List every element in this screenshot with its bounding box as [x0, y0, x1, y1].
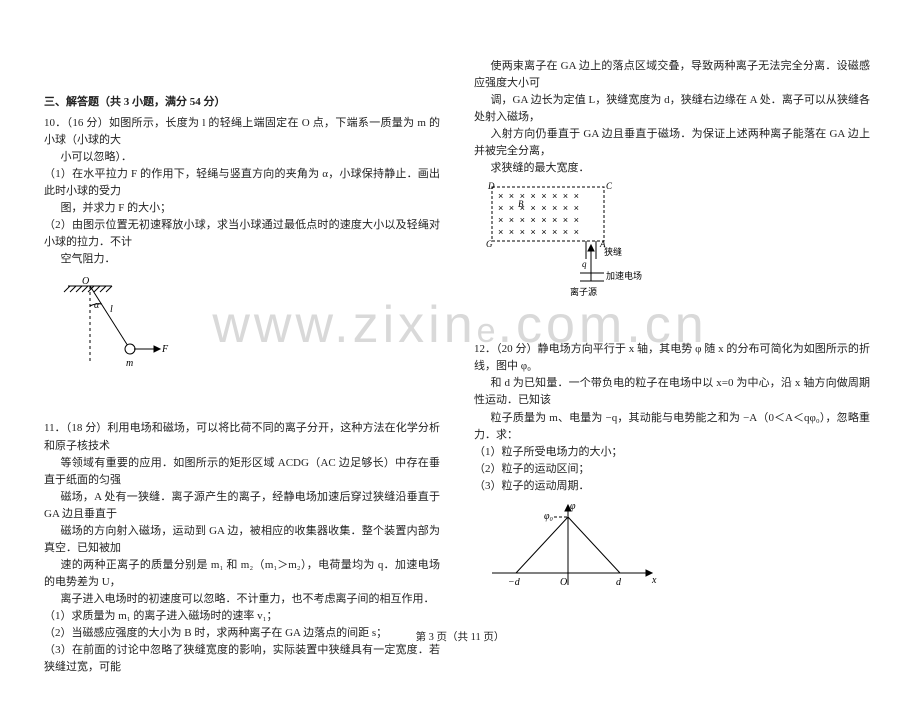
- q12-p2: 和 d 为已知量．一个带负电的粒子在电场中以 x=0 为中心，沿 x 轴方向做周…: [474, 375, 870, 409]
- svg-text:× × × × × × × ×: × × × × × × × ×: [498, 216, 579, 226]
- question-10: 10．（16 分）如图所示，长度为 l 的轻绳上端固定在 O 点，下端系一质量为…: [44, 115, 440, 386]
- q11-p3: 磁场，A 处有一狭缝．离子源产生的离子，经静电场加速后穿过狭缝沿垂直于 GA 边…: [44, 489, 440, 523]
- q10-label-l: l: [110, 304, 113, 315]
- q12-s3: （3）粒子的运动周期．: [474, 478, 870, 495]
- section-title: 三、解答题（共 3 小题，满分 54 分）: [44, 94, 440, 111]
- q11-label-slit: 狭缝: [604, 246, 622, 257]
- svg-text:× × × × × × × ×: × × × × × × × ×: [498, 192, 579, 202]
- q11-label-B: B: [518, 199, 524, 209]
- q10-label-F: F: [161, 344, 169, 355]
- q10-label-m: m: [126, 358, 133, 369]
- q12-label-d: d: [616, 577, 622, 588]
- q10-sub1: （1）在水平拉力 F 的作用下，轻绳与竖直方向的夹角为 α，小球保持静止．画出此…: [44, 166, 440, 200]
- q10-figure: O l α F m: [54, 272, 174, 382]
- q11-continued: 使两束离子在 GA 边上的落点区域交叠，导致两种离子无法完全分离．设磁感应强度大…: [474, 58, 870, 305]
- q11c-p2: 调，GA 边长为定值 L，狭缝宽度为 d，狭缝右边缘在 A 处．离子可以从狭缝各…: [474, 92, 870, 126]
- q12-s2: （2）粒子的运动区间；: [474, 461, 870, 478]
- q12-p3: 粒子质量为 m、电量为 −q，其动能与电势能之和为 −A（0＜A＜qφ₀），忽略…: [474, 410, 870, 444]
- q11-p2: 等领域有重要的应用．如图所示的矩形区域 ACDG（AC 边足够长）中存在垂直于纸…: [44, 455, 440, 489]
- q12-label-phi: φ: [570, 501, 576, 512]
- q12-label-phi0: φ₀: [544, 511, 554, 522]
- q11c-p4: 求狭缝的最大宽度．: [474, 160, 870, 177]
- q11-label-G: G: [486, 239, 493, 249]
- q11-label-q: q: [582, 259, 587, 269]
- q10-line1: 10．（16 分）如图所示，长度为 l 的轻绳上端固定在 O 点，下端系一质量为…: [44, 115, 440, 149]
- question-12: 12．（20 分）静电场方向平行于 x 轴，其电势 φ 随 x 的分布可简化为如…: [474, 341, 870, 602]
- q11-p1: 11．（18 分）利用电场和磁场，可以将比荷不同的离子分开，这种方法在化学分析和…: [44, 420, 440, 454]
- page: 三、解答题（共 3 小题，满分 54 分） 10．（16 分）如图所示，长度为 …: [0, 0, 920, 708]
- q11-p4: 磁场的方向射入磁场，运动到 GA 边，被相应的收集器收集．整个装置内部为真空．已…: [44, 523, 440, 557]
- q10-line2: 小可以忽略）．: [44, 149, 440, 166]
- q10-label-O: O: [82, 276, 89, 287]
- q11-s3: （3）在前面的讨论中忽略了狭缝宽度的影响，实际装置中狭缝具有一定宽度．若狭缝过宽…: [44, 642, 440, 676]
- footer-text: 第 3 页（共 11 页）: [416, 632, 505, 643]
- q10-sub2b: 空气阻力．: [44, 251, 440, 268]
- q12-label-negd: −d: [508, 577, 521, 588]
- q12-figure: φ φ₀ x −d O d: [484, 499, 664, 599]
- right-column: 使两束离子在 GA 边上的落点区域交叠，导致两种离子无法完全分离．设磁感应强度大…: [474, 28, 870, 690]
- q10-label-alpha: α: [94, 300, 100, 311]
- q12-label-O: O: [560, 577, 567, 588]
- q11-s1: （1）求质量为 m₁ 的离子进入磁场时的速率 v₁；: [44, 608, 440, 625]
- q12-label-x: x: [651, 575, 657, 586]
- q11-label-C: C: [606, 181, 613, 191]
- q12-s1: （1）粒子所受电场力的大小；: [474, 444, 870, 461]
- q11c-p1: 使两束离子在 GA 边上的落点区域交叠，导致两种离子无法完全分离．设磁感应强度大…: [474, 58, 870, 92]
- q11-figure: × × × × × × × × × × × × × × × × × × × × …: [484, 181, 654, 301]
- q11-label-D: D: [487, 181, 495, 191]
- q11-label-src: 离子源: [570, 286, 597, 297]
- q11-p6: 离子进入电场时的初速度可以忽略．不计重力，也不考虑离子间的相互作用．: [44, 591, 440, 608]
- svg-text:× × × × × × × ×: × × × × × × × ×: [498, 204, 579, 214]
- q11c-p3: 入射方向仍垂直于 GA 边且垂直于磁场．为保证上述两种离子能落在 GA 边上并被…: [474, 126, 870, 160]
- footer: 第 3 页（共 11 页）: [0, 629, 920, 644]
- q12-p1: 12．（20 分）静电场方向平行于 x 轴，其电势 φ 随 x 的分布可简化为如…: [474, 341, 870, 375]
- q11-p5: 速的两种正离子的质量分别是 m₁ 和 m₂（m₁＞m₂），电荷量均为 q．加速电…: [44, 557, 440, 591]
- q11-label-field: 加速电场: [606, 270, 642, 281]
- q10-sub1b: 图，并求力 F 的大小；: [44, 200, 440, 217]
- svg-text:× × × × × × × ×: × × × × × × × ×: [498, 228, 579, 238]
- left-column: 三、解答题（共 3 小题，满分 54 分） 10．（16 分）如图所示，长度为 …: [44, 28, 440, 690]
- q10-sub2: （2）由图示位置无初速释放小球，求当小球通过最低点时的速度大小以及轻绳对小球的拉…: [44, 217, 440, 251]
